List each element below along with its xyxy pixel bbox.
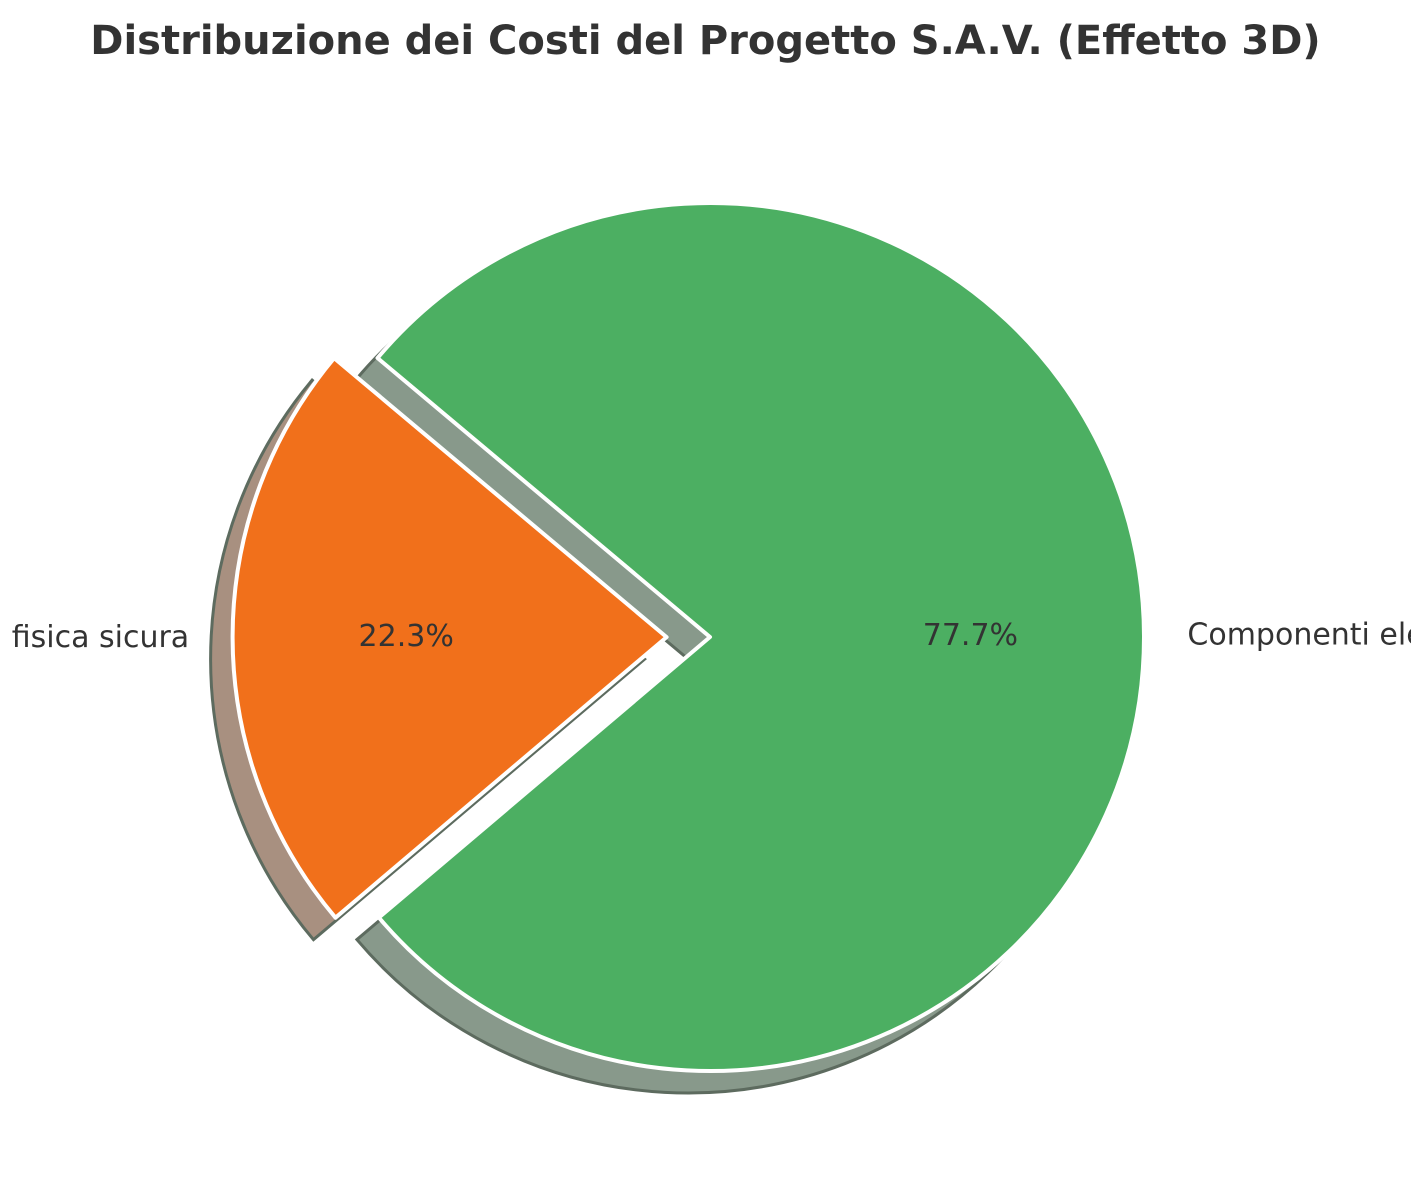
pct-label-componenti-elettronici: 77.7% [923, 618, 1018, 653]
slice-label-componenti-elettronici: Componenti elettronici [1187, 617, 1411, 652]
pie-slices [230, 201, 1146, 1073]
chart-title: Distribuzione dei Costi del Progetto S.A… [90, 18, 1320, 64]
slice-label-struttura-fisica-sicura: Struttura fisica sicura [0, 620, 189, 655]
slice-struttura-fisica-sicura [230, 356, 669, 920]
pct-label-struttura-fisica-sicura: 22.3% [359, 619, 454, 654]
slice-componenti-elettronici [375, 201, 1146, 1073]
slice-labels: Struttura fisica sicura 22.3% Componenti e… [0, 617, 1411, 654]
